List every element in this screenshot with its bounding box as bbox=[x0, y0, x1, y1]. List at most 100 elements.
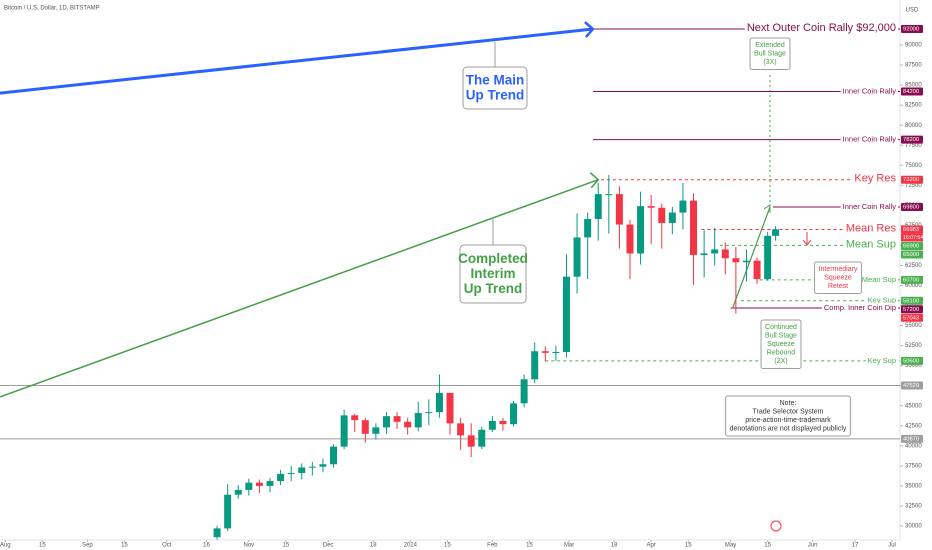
price-tag-label: 66900 bbox=[903, 244, 919, 250]
chart-title: Bitcoin / U.S. Dollar, 1D, BITSTAMP bbox=[4, 6, 100, 12]
annotation-text: Bull Stage bbox=[765, 333, 797, 340]
trend-label-box bbox=[459, 244, 527, 304]
candle-body bbox=[772, 229, 780, 236]
price-tag-label: 47529 bbox=[903, 383, 919, 389]
level-label: Inner Coin Rally bbox=[843, 202, 897, 211]
level-label-bg bbox=[859, 274, 898, 284]
y-tick-label: 75000 bbox=[905, 163, 922, 169]
candle-body bbox=[721, 249, 729, 259]
price-tag bbox=[901, 434, 923, 443]
x-tick-label: 15 bbox=[526, 543, 533, 549]
annotation-text: Trade Selector System bbox=[753, 409, 824, 416]
level-label: Mean Sup bbox=[862, 275, 896, 284]
annotation-text: Squeeze bbox=[824, 275, 852, 282]
level-label: Key Res bbox=[854, 173, 896, 185]
trend-label: Completed Interim Up Trend bbox=[458, 251, 528, 296]
candle-body bbox=[626, 224, 634, 254]
candle-body bbox=[499, 420, 507, 425]
annotation-text: Retest bbox=[828, 283, 848, 290]
candle-body bbox=[594, 194, 602, 219]
price-tag-label: 78200 bbox=[903, 137, 919, 143]
trend-line bbox=[0, 179, 599, 398]
x-tick-label: 15 bbox=[283, 543, 290, 549]
price-tag bbox=[901, 381, 923, 390]
y-tick-label: 72500 bbox=[905, 183, 922, 189]
candle-body bbox=[234, 489, 242, 495]
x-tick-label: 15 bbox=[39, 543, 46, 549]
candle-body bbox=[414, 412, 422, 428]
y-tick-label: 42500 bbox=[905, 423, 922, 429]
x-tick-label: Aug bbox=[0, 543, 11, 549]
candle-body bbox=[742, 260, 750, 263]
y-tick-label: 82500 bbox=[905, 103, 922, 109]
annotation-box bbox=[725, 395, 851, 437]
price-tag-label: 58100 bbox=[903, 298, 919, 304]
x-tick-label: 17 bbox=[852, 543, 859, 549]
annotation-box bbox=[814, 261, 862, 294]
annotation-text: price-action-time-trademark bbox=[745, 417, 831, 424]
candle-body bbox=[531, 351, 539, 380]
annotation-box bbox=[749, 37, 791, 70]
y-tick-label: 32500 bbox=[905, 504, 922, 510]
y-tick-label: 37500 bbox=[905, 463, 922, 469]
candle-body bbox=[637, 206, 645, 254]
price-tag bbox=[901, 313, 923, 322]
candle-body bbox=[510, 403, 518, 425]
x-tick-label: Oct bbox=[162, 543, 172, 549]
x-tick-label: 15 bbox=[444, 543, 451, 549]
x-tick-label: Feb bbox=[487, 543, 498, 549]
y-tick-label: 35000 bbox=[905, 483, 922, 489]
x-tick-label: Apr bbox=[647, 543, 656, 549]
price-tag bbox=[901, 305, 923, 314]
icon bbox=[770, 520, 782, 532]
price-tag bbox=[901, 296, 923, 305]
currency-label: USD bbox=[906, 8, 919, 14]
annotation-text: (3X) bbox=[763, 59, 776, 66]
candle-body bbox=[457, 423, 465, 436]
projection-arrow bbox=[732, 206, 771, 308]
candle-body bbox=[287, 473, 295, 475]
level-label-bg bbox=[865, 355, 898, 365]
candle-body bbox=[351, 415, 359, 421]
level-label: Inner Coin Rally bbox=[843, 87, 897, 96]
candle-body bbox=[478, 429, 486, 447]
y-tick-label: 80000 bbox=[905, 123, 922, 129]
candle-body bbox=[753, 260, 761, 280]
price-tag bbox=[901, 356, 923, 365]
price-tag bbox=[901, 202, 923, 211]
level-label-bg bbox=[744, 22, 898, 36]
annotation-text: Extended bbox=[755, 42, 785, 49]
candle-body bbox=[404, 421, 412, 428]
y-tick-label: 77500 bbox=[905, 143, 922, 149]
candle-body bbox=[446, 392, 454, 424]
trend-label: The Main Up Trend bbox=[466, 72, 525, 102]
countdown: 16:07:54 bbox=[903, 235, 923, 241]
candle-body bbox=[552, 352, 560, 354]
x-tick-label: 15 bbox=[121, 543, 128, 549]
level-label: Key Sup bbox=[868, 296, 896, 305]
candle-body bbox=[488, 420, 496, 430]
candle-body bbox=[647, 206, 655, 208]
candle-body bbox=[690, 200, 698, 256]
level-label-bg bbox=[865, 295, 898, 305]
x-tick-label: Jul bbox=[888, 543, 896, 549]
candle-body bbox=[361, 420, 369, 434]
candle-body bbox=[298, 467, 306, 474]
annotation: Extended Bull Stage(3X) bbox=[749, 37, 791, 70]
price-tag bbox=[901, 175, 923, 184]
y-tick-label: 87500 bbox=[905, 63, 922, 69]
x-tick-label: 15 bbox=[685, 543, 692, 549]
price-tag-label: 65000 bbox=[903, 252, 919, 258]
trend-line bbox=[0, 27, 594, 95]
candle-body bbox=[668, 212, 676, 223]
candle-body bbox=[425, 412, 433, 414]
level-label-bg bbox=[840, 134, 898, 144]
x-tick-label: Sep bbox=[82, 543, 93, 549]
x-tick-label: May bbox=[725, 543, 736, 549]
price-tag bbox=[901, 275, 923, 284]
price-tag bbox=[901, 135, 923, 144]
price-tag-label: 73200 bbox=[903, 177, 919, 183]
level-label: Comp. Inner Coin Dip bbox=[824, 303, 896, 312]
